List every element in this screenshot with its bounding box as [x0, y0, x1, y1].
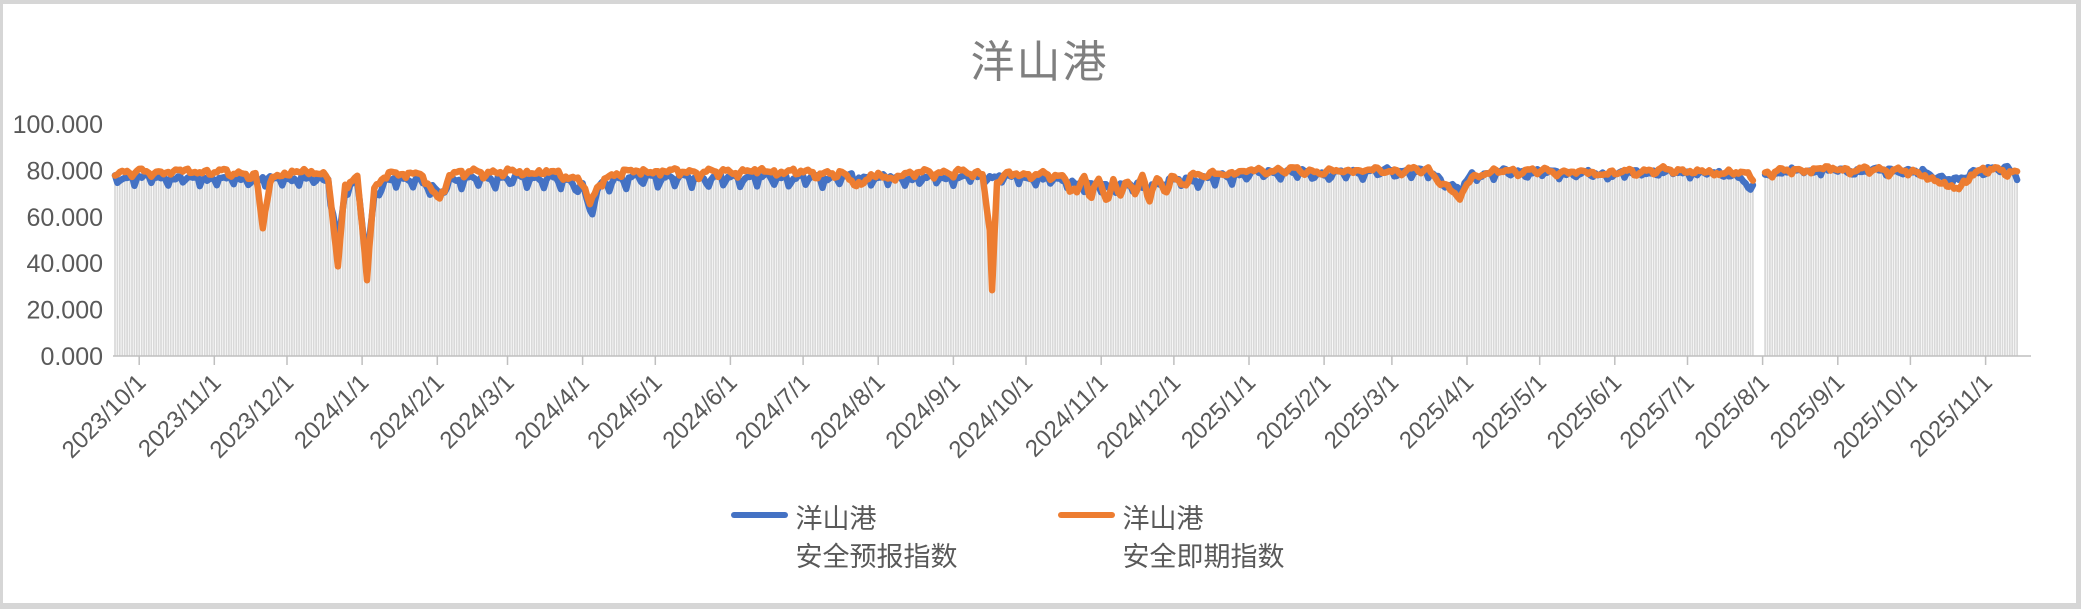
- x-axis-label: 2025/2/1: [1251, 369, 1336, 454]
- x-axis-label: 2024/7/1: [730, 369, 815, 454]
- x-axis-label: 2024/6/1: [657, 369, 742, 454]
- y-axis-label: 100.000: [13, 111, 103, 139]
- x-axis-label: 2023/10/1: [57, 369, 152, 464]
- x-axis-label: 2025/7/1: [1615, 369, 1700, 454]
- legend-label-spot: 洋山港 安全即期指数: [1122, 504, 1285, 572]
- x-axis-label: 2025/3/1: [1319, 369, 1404, 454]
- x-axis-label: 2024/4/1: [510, 369, 595, 454]
- chart-svg: 0.000 20.000 40.000 60.000 80.000 100.000 2023…: [13, 111, 2031, 464]
- daily-bars-series[interactable]: [114, 169, 2018, 356]
- x-axis-label: 2025/11/1: [1905, 369, 1998, 462]
- y-axis-label: 80.000: [27, 157, 103, 185]
- y-axis-label: 20.000: [27, 297, 103, 325]
- x-axis-label: 2024/2/1: [364, 369, 449, 454]
- x-axis-label: 2025/4/1: [1394, 369, 1479, 454]
- chart-title: 洋山港: [970, 38, 1109, 87]
- legend-swatch-spot: [1057, 512, 1115, 518]
- y-axis-label: 0.000: [40, 343, 103, 371]
- legend-swatch-forecast: [730, 512, 788, 518]
- legend-item-spot[interactable]: 洋山港 安全即期指数: [1057, 500, 1285, 576]
- x-axis-label: 2024/8/1: [805, 369, 890, 454]
- legend-label-forecast: 洋山港 安全预报指数: [795, 504, 958, 572]
- legend-item-forecast[interactable]: 洋山港 安全预报指数: [730, 500, 958, 576]
- x-axis-label: 2024/3/1: [435, 369, 520, 454]
- x-axis-label: 2024/5/1: [582, 369, 667, 454]
- y-axis-label: 60.000: [27, 204, 103, 232]
- legend: 洋山港 安全预报指数 洋山港 安全即期指数: [3, 500, 2044, 576]
- x-axis-label: 2025/1/1: [1176, 369, 1261, 454]
- x-axis-label: 2025/6/1: [1542, 369, 1627, 454]
- x-axis-label: 2025/8/1: [1690, 369, 1775, 454]
- y-axis-label: 40.000: [27, 250, 103, 278]
- x-axis-label: 2025/5/1: [1467, 369, 1552, 454]
- series-line-spot[interactable]: [111, 163, 2021, 294]
- x-axis-label: 2024/1/1: [289, 369, 374, 454]
